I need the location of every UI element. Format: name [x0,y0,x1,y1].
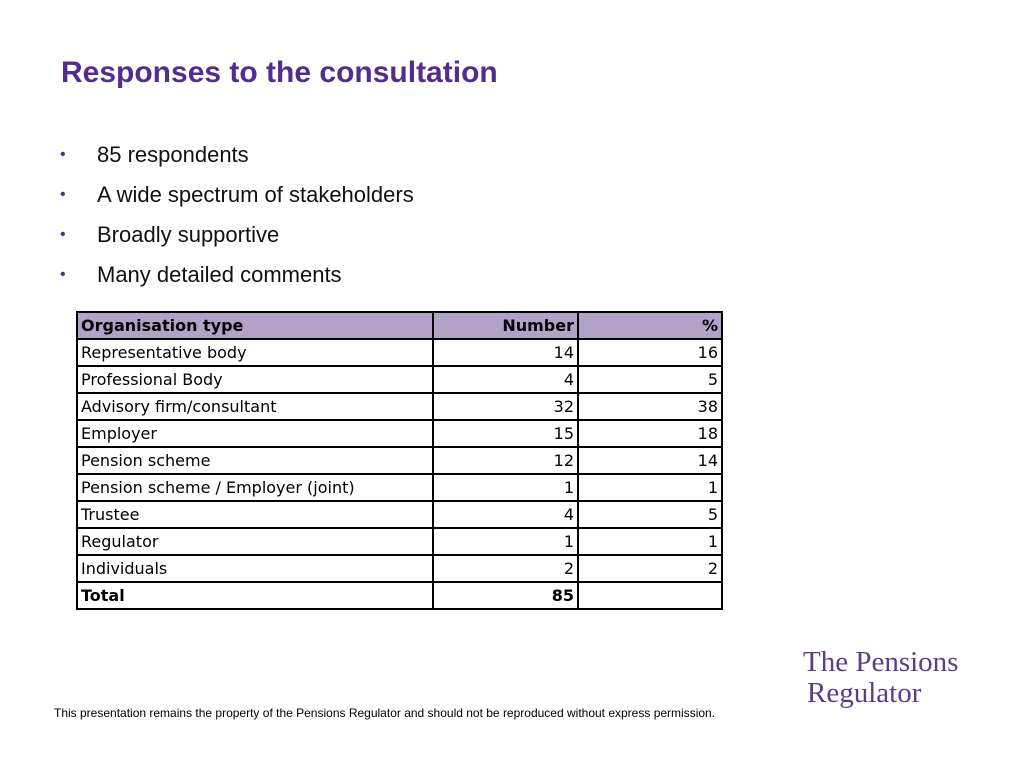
slide-title: Responses to the consultation [61,56,498,89]
table-row: Regulator 1 1 [76,527,723,556]
logo-text-line1: The Pensions [803,646,959,678]
table-row: Trustee 4 5 [76,500,723,529]
table-row: Representative body 14 16 [76,338,723,367]
table-row: Pension scheme 12 14 [76,446,723,475]
cell-percent: 5 [577,365,723,394]
table-row: Individuals 2 2 [76,554,723,583]
pensions-regulator-logo: The Pensions Regulator [803,647,958,709]
bullet-icon: • [60,266,66,283]
bullet-icon: • [60,146,66,163]
bullet-icon: • [60,226,66,243]
header-organisation-type: Organisation type [76,311,434,340]
table-row: Employer 15 18 [76,419,723,448]
header-number: Number [432,311,579,340]
cell-percent: 18 [577,419,723,448]
cell-percent: 2 [577,554,723,583]
total-percent [577,581,723,610]
cell-organisation-type: Representative body [76,338,434,367]
cell-organisation-type: Individuals [76,554,434,583]
table-header-row: Organisation type Number % [76,311,723,340]
cell-number: 4 [432,365,579,394]
bullet-text: A wide spectrum of stakeholders [97,182,414,207]
cell-organisation-type: Regulator [76,527,434,556]
bullet-text: Many detailed comments [97,262,342,287]
cell-number: 14 [432,338,579,367]
cell-percent: 16 [577,338,723,367]
table-row: Pension scheme / Employer (joint) 1 1 [76,473,723,502]
bullet-icon: • [60,186,66,203]
cell-percent: 1 [577,527,723,556]
bullet-text: Broadly supportive [97,222,280,247]
cell-percent: 38 [577,392,723,421]
cell-organisation-type: Pension scheme / Employer (joint) [76,473,434,502]
cell-number: 1 [432,527,579,556]
respondents-table: Organisation type Number % Representativ… [76,311,723,610]
cell-percent: 1 [577,473,723,502]
cell-number: 32 [432,392,579,421]
table-row: Professional Body 4 5 [76,365,723,394]
cell-organisation-type: Employer [76,419,434,448]
total-label: Total [76,581,434,610]
cell-percent: 14 [577,446,723,475]
cell-percent: 5 [577,500,723,529]
copyright-notice: This presentation remains the property o… [54,706,716,720]
cell-number: 12 [432,446,579,475]
cell-number: 1 [432,473,579,502]
cell-organisation-type: Pension scheme [76,446,434,475]
total-number: 85 [432,581,579,610]
cell-number: 4 [432,500,579,529]
cell-organisation-type: Advisory firm/consultant [76,392,434,421]
cell-number: 2 [432,554,579,583]
logo-text-line2: Regulator [807,677,922,709]
cell-organisation-type: Trustee [76,500,434,529]
cell-organisation-type: Professional Body [76,365,434,394]
header-percent: % [577,311,723,340]
cell-number: 15 [432,419,579,448]
bullet-text: 85 respondents [97,142,249,167]
table-total-row: Total 85 [76,581,723,610]
table-row: Advisory firm/consultant 32 38 [76,392,723,421]
